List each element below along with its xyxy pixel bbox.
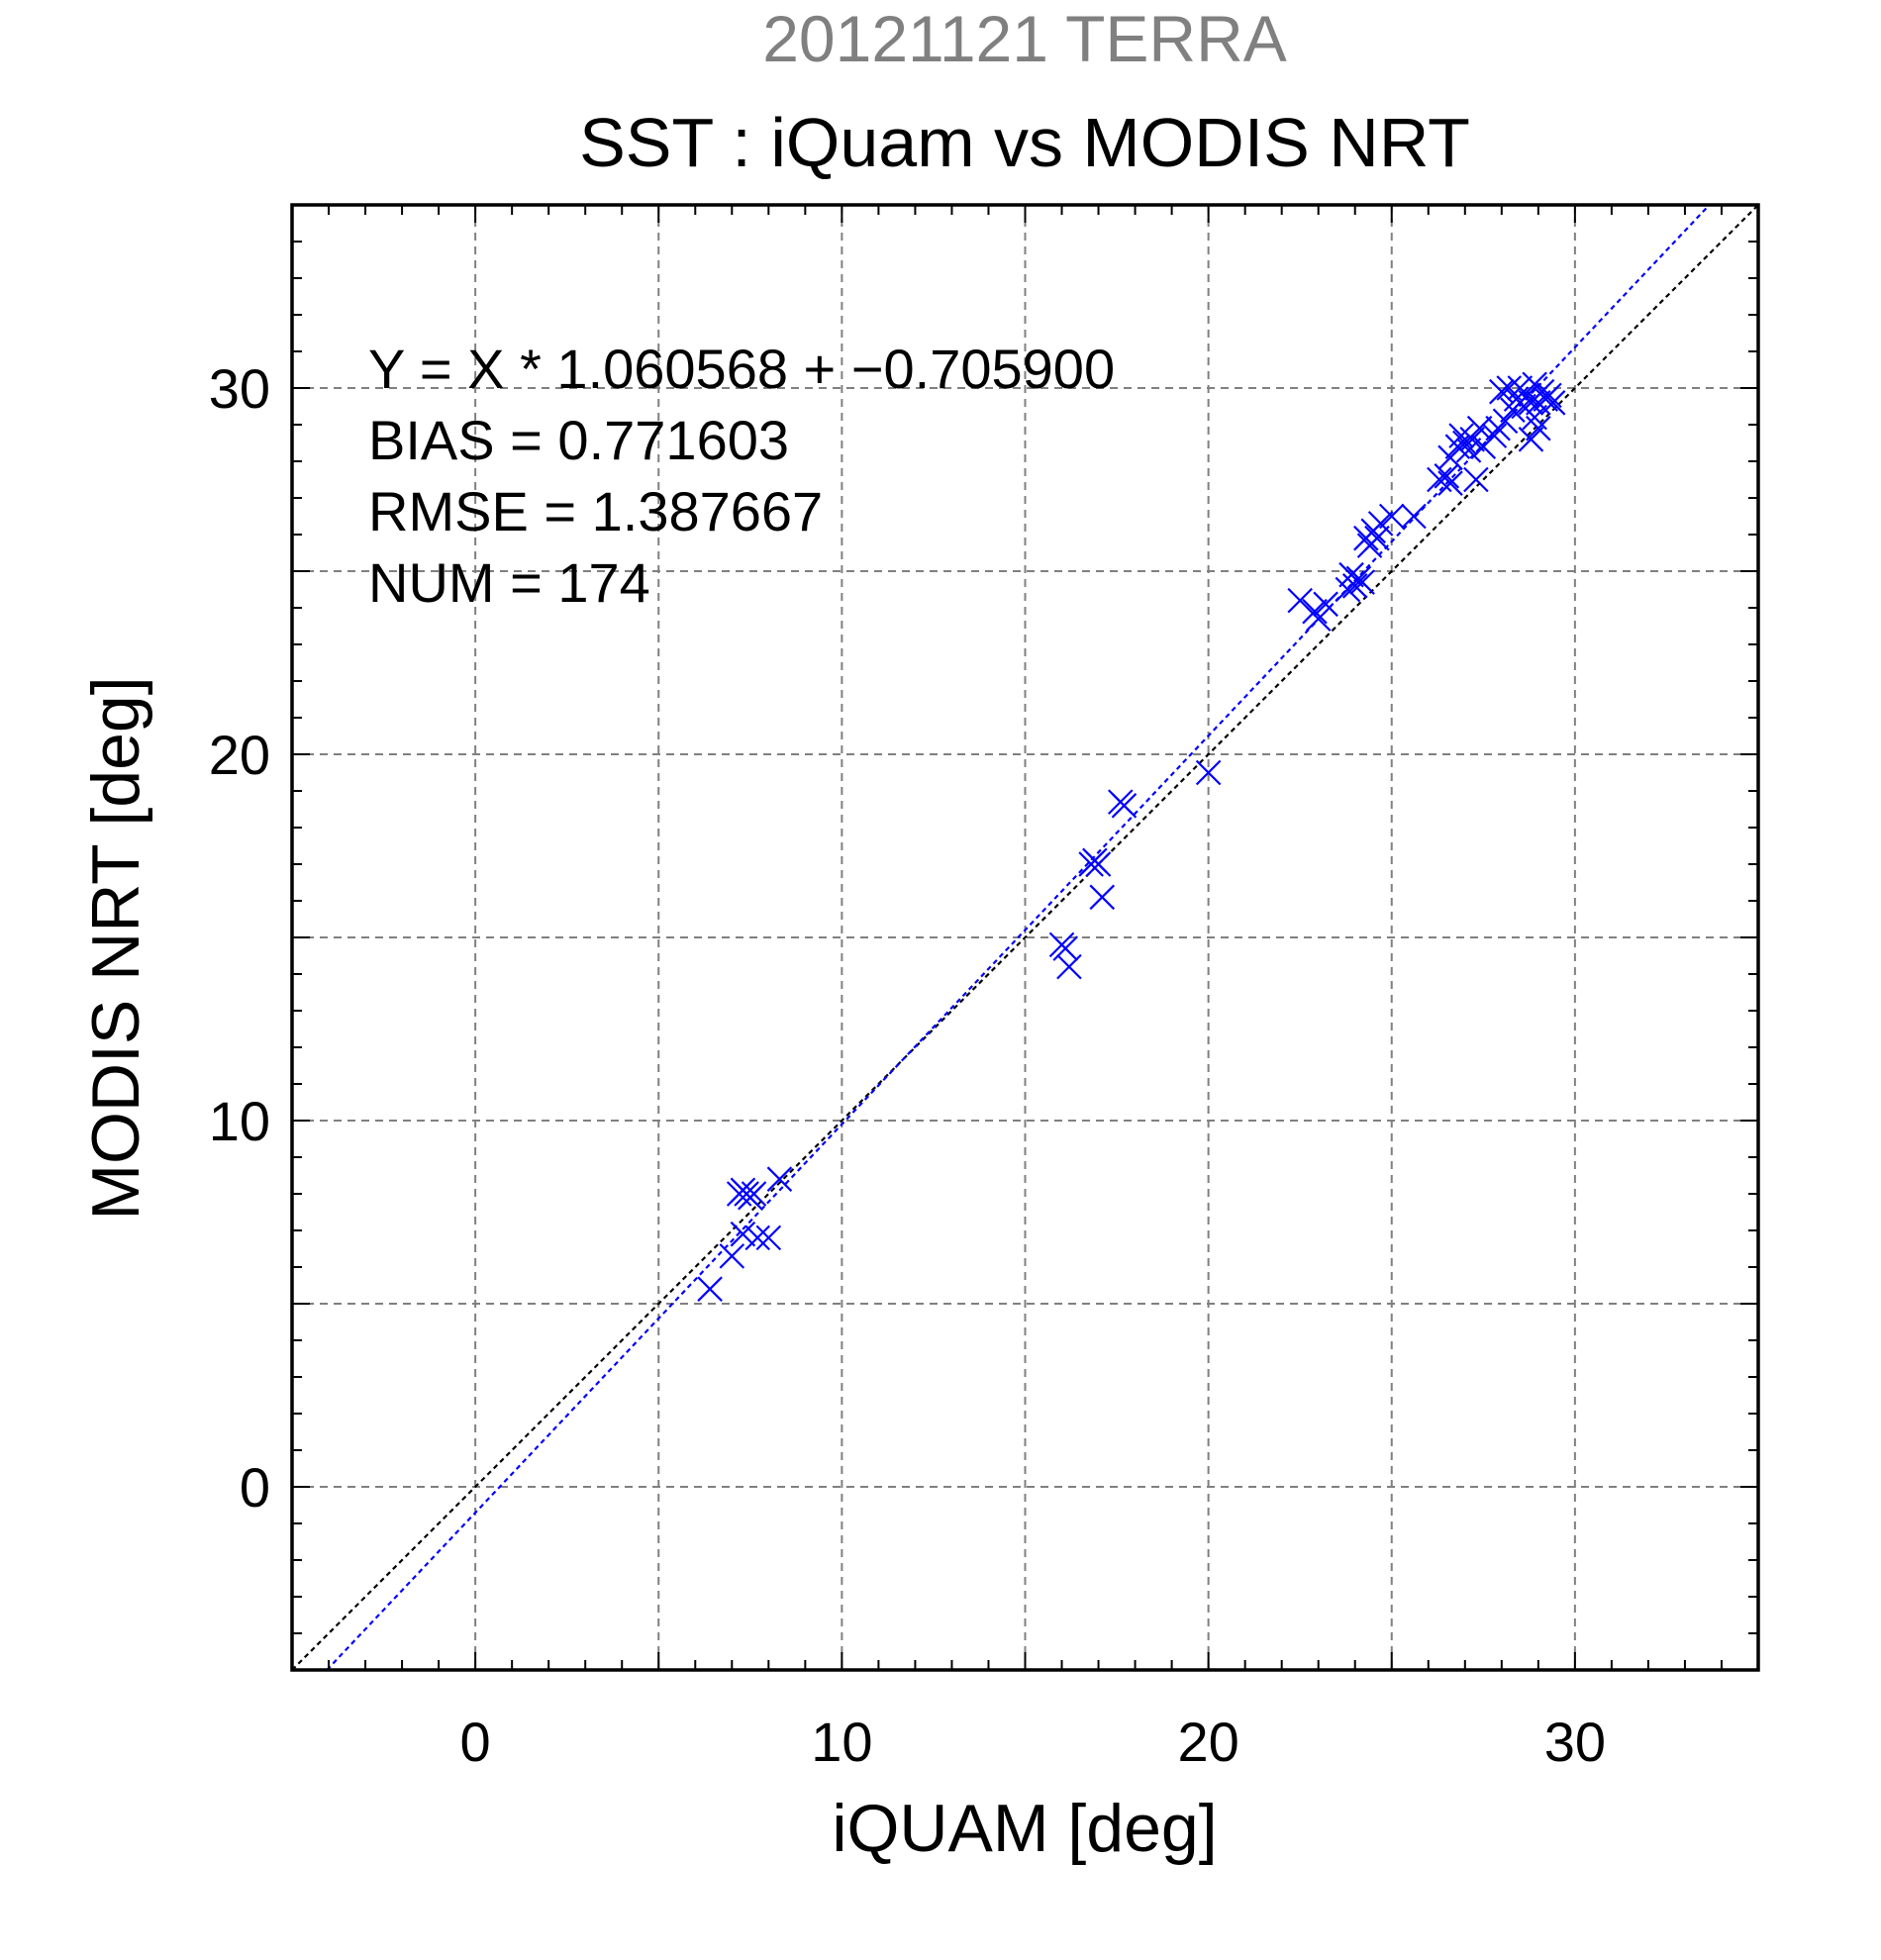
x-tick-label: 0 bbox=[460, 1711, 491, 1773]
data-point-stroke bbox=[1349, 569, 1375, 595]
data-point-stroke bbox=[1489, 378, 1515, 405]
data-point-stroke bbox=[1089, 884, 1116, 911]
data-point-stroke bbox=[1313, 591, 1338, 618]
chart-title: 20121121 TERRA bbox=[762, 2, 1287, 75]
data-point-stroke bbox=[1526, 415, 1551, 441]
data-points bbox=[697, 371, 1566, 1302]
data-point-stroke bbox=[719, 1243, 745, 1269]
data-point-stroke bbox=[1302, 598, 1328, 625]
data-point-stroke bbox=[1481, 423, 1508, 448]
data-point-stroke bbox=[1427, 466, 1452, 493]
data-point-stroke bbox=[1434, 463, 1460, 489]
data-point bbox=[1526, 415, 1551, 441]
data-point bbox=[766, 1166, 793, 1192]
data-point-stroke bbox=[1539, 390, 1566, 416]
data-point-stroke bbox=[755, 1225, 782, 1251]
stats-annotation-line: RMSE = 1.387667 bbox=[368, 480, 823, 542]
data-point-stroke bbox=[1492, 408, 1519, 435]
data-point bbox=[1305, 606, 1332, 632]
data-point-stroke bbox=[1085, 851, 1112, 877]
data-point bbox=[730, 1221, 756, 1247]
data-point-stroke bbox=[1341, 573, 1368, 599]
data-point bbox=[1085, 851, 1112, 877]
data-point-stroke bbox=[1287, 587, 1313, 614]
data-point bbox=[1463, 466, 1489, 493]
data-point bbox=[697, 1276, 723, 1302]
data-point bbox=[1313, 591, 1338, 618]
x-tick-label: 10 bbox=[811, 1711, 872, 1773]
data-point-stroke bbox=[741, 1181, 767, 1207]
data-point-stroke bbox=[1518, 427, 1544, 452]
y-tick-label: 10 bbox=[209, 1090, 270, 1152]
data-point bbox=[1481, 423, 1508, 448]
data-point bbox=[1089, 884, 1116, 911]
y-tick-label: 0 bbox=[240, 1456, 270, 1519]
plot-frame bbox=[290, 203, 1760, 1672]
data-point-stroke bbox=[1448, 423, 1474, 448]
tick-labels: 0 10 20 30 0 10 20 30 bbox=[209, 357, 1606, 1773]
data-point bbox=[1437, 470, 1463, 496]
y-tick-label: 20 bbox=[209, 724, 270, 786]
data-point bbox=[1401, 503, 1427, 530]
data-point bbox=[1539, 390, 1566, 416]
data-point bbox=[719, 1243, 745, 1269]
data-point-stroke bbox=[1536, 382, 1562, 409]
y-axis-label: MODIS NRT [deg] bbox=[78, 676, 153, 1220]
regression-line bbox=[326, 204, 1711, 1671]
data-point-stroke bbox=[1463, 466, 1489, 493]
data-point bbox=[1459, 427, 1485, 452]
chart-subtitle: SST : iQuam vs MODIS NRT bbox=[579, 104, 1470, 181]
data-point bbox=[1492, 408, 1519, 435]
stats-annotation-line: NUM = 174 bbox=[368, 551, 650, 614]
data-point-stroke bbox=[1459, 427, 1485, 452]
data-point bbox=[1341, 573, 1368, 599]
data-point-stroke bbox=[1378, 503, 1405, 530]
stats-annotations: Y = X * 1.060568 + −0.705900 BIAS = 0.771… bbox=[368, 338, 1115, 614]
data-point-stroke bbox=[1496, 375, 1523, 401]
data-point-stroke bbox=[1338, 561, 1364, 588]
data-point-stroke bbox=[1437, 470, 1463, 496]
data-point-stroke bbox=[1522, 404, 1547, 431]
data-point-stroke bbox=[730, 1221, 756, 1247]
data-point bbox=[1364, 525, 1390, 551]
reference-lines bbox=[291, 204, 1759, 1671]
data-point bbox=[1349, 569, 1375, 595]
one-to-one-line bbox=[291, 204, 1759, 1671]
stats-annotation-line: BIAS = 0.771603 bbox=[368, 409, 789, 471]
data-point bbox=[1111, 793, 1138, 819]
data-point-stroke bbox=[1367, 511, 1394, 537]
data-point-stroke bbox=[766, 1166, 793, 1192]
x-axis-label: iQUAM [deg] bbox=[832, 1791, 1217, 1866]
stats-annotation-line: Y = X * 1.060568 + −0.705900 bbox=[368, 338, 1115, 400]
data-point-stroke bbox=[744, 1225, 770, 1251]
data-point-stroke bbox=[1305, 606, 1332, 632]
data-point-stroke bbox=[1364, 525, 1390, 551]
data-point bbox=[1367, 511, 1394, 537]
data-point-stroke bbox=[1401, 503, 1427, 530]
data-point bbox=[1496, 375, 1523, 401]
data-point bbox=[744, 1225, 770, 1251]
data-point bbox=[1302, 598, 1328, 625]
data-point-stroke bbox=[697, 1276, 723, 1302]
data-point bbox=[1378, 503, 1405, 530]
x-tick-label: 20 bbox=[1177, 1711, 1238, 1773]
data-point-stroke bbox=[1056, 953, 1082, 980]
data-point-stroke bbox=[1111, 793, 1138, 819]
data-point bbox=[1195, 759, 1222, 786]
y-tick-label: 30 bbox=[209, 357, 270, 420]
data-point bbox=[1056, 953, 1082, 980]
x-tick-label: 30 bbox=[1544, 1711, 1606, 1773]
grid bbox=[292, 205, 1758, 1670]
data-point bbox=[1518, 427, 1544, 452]
data-point bbox=[741, 1181, 767, 1207]
data-point bbox=[1536, 382, 1562, 409]
data-point bbox=[755, 1225, 782, 1251]
data-point-stroke bbox=[1195, 759, 1222, 786]
